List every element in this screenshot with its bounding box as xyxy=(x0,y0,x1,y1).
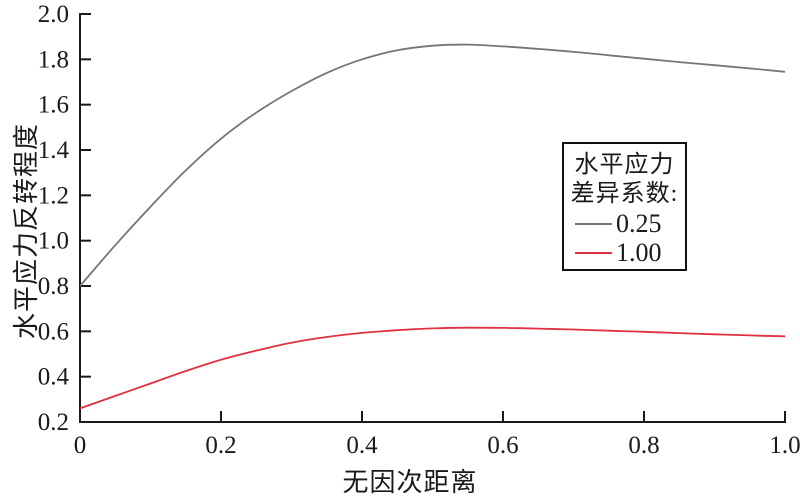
x-tick-label: 0.8 xyxy=(628,432,659,459)
curve-1.00 xyxy=(79,326,786,410)
x-tick-label: 0.2 xyxy=(205,432,236,459)
y-axis-title: 水平应力反转程度 xyxy=(12,123,41,340)
legend-entry-label-0: 0.25 xyxy=(616,209,662,238)
legend-title-line-1: 水平应力 xyxy=(574,152,675,178)
y-tick-label: 1.8 xyxy=(38,46,69,73)
legend: 水平应力 差异系数: 0.25 1.00 xyxy=(562,142,687,271)
x-axis-title: 无因次距离 xyxy=(342,468,478,497)
legend-sample-line-1 xyxy=(575,252,612,254)
y-tick-label: 1.4 xyxy=(38,137,70,164)
y-tick-label: 0.8 xyxy=(38,273,69,300)
legend-entry-0: 0.25 xyxy=(575,210,662,238)
x-tick-label: 1.0 xyxy=(769,432,800,459)
curve-0.25 xyxy=(79,43,786,287)
y-tick-label: 2.0 xyxy=(38,1,69,28)
legend-title-line-2: 差异系数: xyxy=(570,181,679,207)
y-tick-label: 1.2 xyxy=(38,182,69,209)
x-tick-label: 0.6 xyxy=(487,432,518,459)
x-tick-label: 0.4 xyxy=(346,432,378,459)
y-tick-label: 1.0 xyxy=(38,228,69,255)
y-tick-label: 0.4 xyxy=(38,364,70,391)
y-tick-label: 1.6 xyxy=(38,92,69,119)
legend-entry-1: 1.00 xyxy=(575,239,662,267)
y-tick-label: 0.2 xyxy=(38,409,69,436)
legend-entry-label-1: 1.00 xyxy=(616,238,662,267)
y-tick-label: 0.6 xyxy=(38,318,69,345)
x-tick-label: 0 xyxy=(74,432,87,459)
legend-sample-line-0 xyxy=(575,223,612,225)
